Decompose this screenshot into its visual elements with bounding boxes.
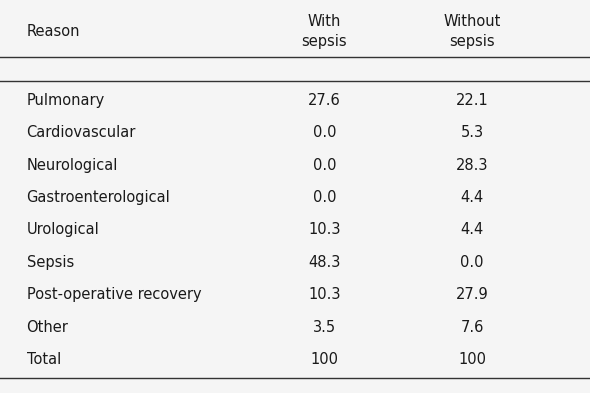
Text: 7.6: 7.6 bbox=[460, 320, 484, 335]
Text: 5.3: 5.3 bbox=[460, 125, 484, 140]
Text: Total: Total bbox=[27, 352, 61, 367]
Text: 0.0: 0.0 bbox=[313, 190, 336, 205]
Text: Urological: Urological bbox=[27, 222, 99, 237]
Text: 100: 100 bbox=[458, 352, 486, 367]
Text: Cardiovascular: Cardiovascular bbox=[27, 125, 136, 140]
Text: Without
sepsis: Without sepsis bbox=[443, 14, 501, 49]
Text: With
sepsis: With sepsis bbox=[301, 14, 348, 49]
Text: 27.9: 27.9 bbox=[455, 287, 489, 302]
Text: 22.1: 22.1 bbox=[455, 93, 489, 108]
Text: Neurological: Neurological bbox=[27, 158, 118, 173]
Text: Sepsis: Sepsis bbox=[27, 255, 74, 270]
Text: 10.3: 10.3 bbox=[308, 222, 341, 237]
Text: 48.3: 48.3 bbox=[309, 255, 340, 270]
Text: 0.0: 0.0 bbox=[460, 255, 484, 270]
Text: 4.4: 4.4 bbox=[460, 190, 484, 205]
Text: Gastroenterological: Gastroenterological bbox=[27, 190, 171, 205]
Text: 100: 100 bbox=[310, 352, 339, 367]
Text: Post-operative recovery: Post-operative recovery bbox=[27, 287, 201, 302]
Text: 4.4: 4.4 bbox=[460, 222, 484, 237]
Text: 0.0: 0.0 bbox=[313, 158, 336, 173]
Text: Other: Other bbox=[27, 320, 68, 335]
Text: 27.6: 27.6 bbox=[308, 93, 341, 108]
Text: Pulmonary: Pulmonary bbox=[27, 93, 105, 108]
Text: 0.0: 0.0 bbox=[313, 125, 336, 140]
Text: 10.3: 10.3 bbox=[308, 287, 341, 302]
Text: 3.5: 3.5 bbox=[313, 320, 336, 335]
Text: 28.3: 28.3 bbox=[455, 158, 489, 173]
Text: Reason: Reason bbox=[27, 24, 80, 39]
